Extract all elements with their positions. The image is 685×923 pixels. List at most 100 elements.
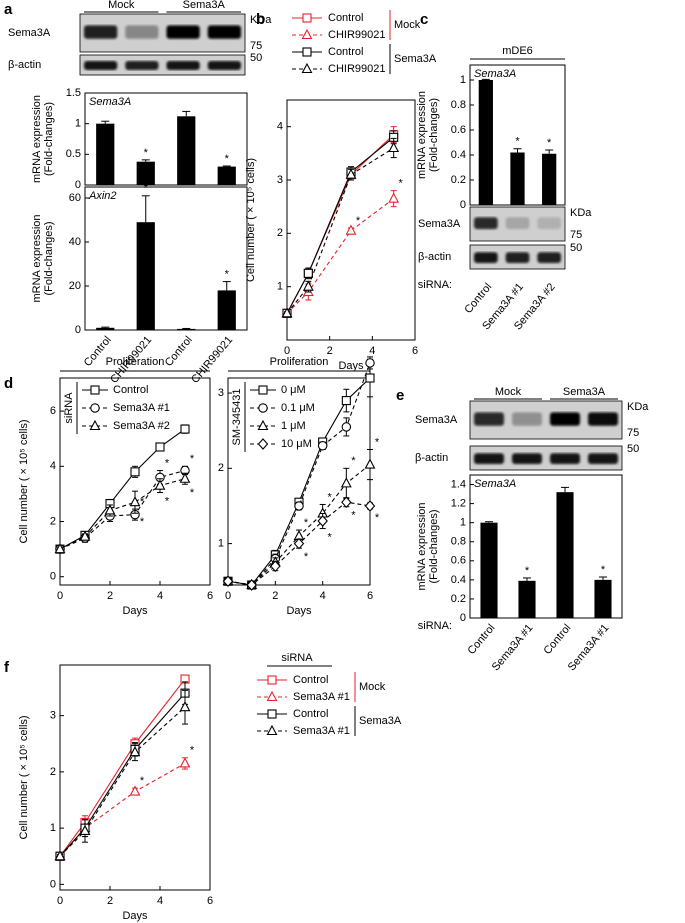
y-tick-label: 60 xyxy=(69,192,81,204)
series-line xyxy=(59,469,186,550)
legend-label: Control xyxy=(328,46,363,58)
marker xyxy=(301,62,313,74)
error-bar xyxy=(523,577,531,581)
x-tick-label: 4 xyxy=(157,895,163,907)
y-tick-label: 1 xyxy=(218,538,224,550)
y-axis-label: mRNA expression xyxy=(31,95,43,183)
error-bar xyxy=(101,326,110,328)
blot-band xyxy=(166,61,200,70)
y-tick-label: 0 xyxy=(460,199,466,211)
x-tick-label: 6 xyxy=(207,895,213,907)
blot-row-label: β-actin xyxy=(418,251,451,263)
y-tick-label: 0.4 xyxy=(451,574,466,586)
error-bar xyxy=(545,149,554,154)
x-axis-label: Days xyxy=(122,910,148,922)
significance: * xyxy=(190,453,195,465)
blot-band xyxy=(505,217,530,230)
blot-band xyxy=(166,25,200,39)
error-bar xyxy=(485,521,493,523)
error-bar xyxy=(222,281,231,291)
blot-band xyxy=(512,412,542,426)
y-tick-label: 4 xyxy=(277,121,283,133)
y-tick-label: 0 xyxy=(50,878,56,890)
significance: * xyxy=(144,183,149,195)
marker xyxy=(79,824,91,835)
marker xyxy=(129,785,141,796)
y-axis-label: Cell number ( × 10⁵ cells) xyxy=(245,158,257,282)
x-tick-label: Control xyxy=(163,334,195,369)
error-bar xyxy=(561,486,569,493)
series-line xyxy=(286,136,395,314)
y-tick-label: 0 xyxy=(50,571,56,583)
x-tick-label: 6 xyxy=(367,590,373,602)
marker xyxy=(54,542,66,554)
blot-row-label: β-actin xyxy=(8,59,41,71)
significance: * xyxy=(351,510,356,522)
y-axis-label: mRNA expression xyxy=(31,214,43,302)
x-tick-label: 0 xyxy=(57,590,63,602)
bar xyxy=(480,522,498,618)
legend-group: Mock xyxy=(359,681,386,693)
blot-band xyxy=(125,25,159,39)
group-label: Mock xyxy=(108,0,135,11)
blot-band xyxy=(207,61,241,70)
y-tick-label: 4 xyxy=(50,460,56,472)
marker xyxy=(266,690,278,702)
chart-title: Sema3A xyxy=(89,96,131,108)
y-axis-label: (Fold-changes) xyxy=(43,222,55,296)
y-tick-label: 0.8 xyxy=(451,99,466,111)
series-line xyxy=(59,762,186,857)
blot-band xyxy=(84,61,118,70)
blot-marker: 50 xyxy=(250,52,262,64)
chart-title: Proliferation xyxy=(106,356,165,368)
blot-marker: 75 xyxy=(570,229,582,241)
significance: * xyxy=(399,178,404,190)
marker xyxy=(90,403,100,413)
y-tick-label: 2 xyxy=(50,766,56,778)
y-tick-label: 6 xyxy=(50,405,56,417)
legend-group: Mock xyxy=(394,19,421,31)
marker xyxy=(129,496,141,507)
y-tick-label: 20 xyxy=(69,280,81,292)
error-bar xyxy=(513,148,522,153)
panel-label: c xyxy=(420,11,428,28)
series-line xyxy=(59,706,186,857)
significance: * xyxy=(375,512,380,524)
x-tick-label: Control xyxy=(462,281,494,316)
chart-title: Proliferation xyxy=(270,356,329,368)
marker xyxy=(317,440,328,451)
x-tick-label: 0 xyxy=(57,895,63,907)
y-tick-label: 0.5 xyxy=(66,148,81,160)
bar xyxy=(518,580,536,618)
marker xyxy=(257,419,269,431)
significance: * xyxy=(525,565,530,577)
marker xyxy=(258,403,268,413)
marker xyxy=(90,385,100,395)
plot-frame xyxy=(59,377,211,586)
plot-frame xyxy=(286,99,416,341)
marker xyxy=(302,47,312,57)
bar xyxy=(594,579,612,618)
y-tick-label: 1 xyxy=(277,281,283,293)
x-tick-label: 4 xyxy=(369,345,375,357)
blot-band xyxy=(125,61,159,70)
panel-label: a xyxy=(4,1,13,18)
legend-title: siRNA xyxy=(63,392,75,424)
marker xyxy=(130,467,140,477)
blot-band xyxy=(474,453,504,464)
legend-label: Control xyxy=(113,384,148,396)
panel-label: b xyxy=(256,11,265,28)
marker xyxy=(266,724,278,736)
blot-row-label: Sema3A xyxy=(8,27,51,39)
y-axis-label: Cell number ( × 10⁵ cells) xyxy=(18,419,30,543)
legend-title: SM-345431 xyxy=(231,389,243,446)
blot-marker: 75 xyxy=(250,40,262,52)
marker xyxy=(365,358,375,368)
y-tick-label: 0 xyxy=(460,612,466,624)
y-axis-label: (Fold-changes) xyxy=(43,102,55,176)
marker xyxy=(317,515,328,527)
blot-band xyxy=(588,453,618,464)
category-title: siRNA: xyxy=(418,279,452,291)
bar xyxy=(478,80,493,205)
marker xyxy=(388,141,400,153)
